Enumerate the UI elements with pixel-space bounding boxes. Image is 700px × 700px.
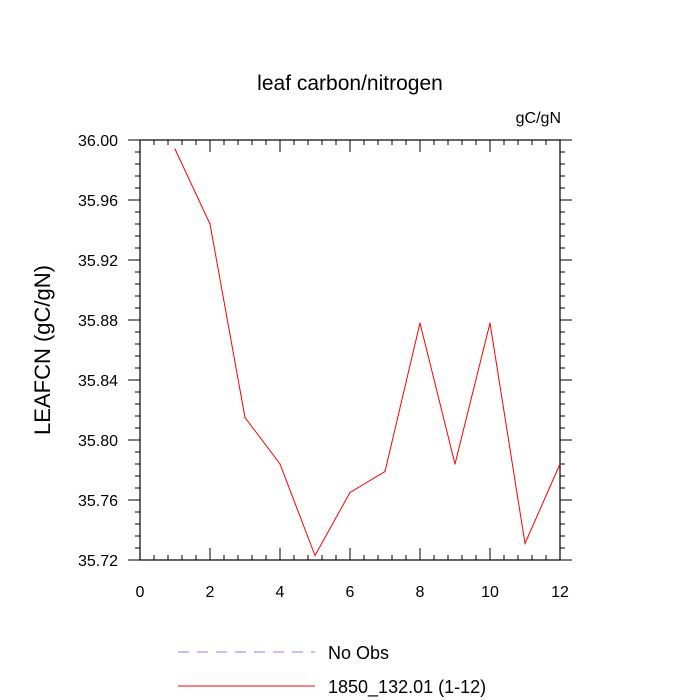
y-tick-label: 36.00 bbox=[78, 133, 118, 150]
x-tick-label: 6 bbox=[346, 584, 355, 601]
y-tick-label: 35.88 bbox=[78, 313, 118, 330]
data-point bbox=[384, 470, 386, 473]
data-point bbox=[174, 148, 176, 150]
units-label: gC/gN bbox=[516, 110, 561, 127]
chart-title: leaf carbon/nitrogen bbox=[257, 72, 443, 95]
plot-frame bbox=[139, 139, 561, 561]
data-point bbox=[419, 322, 421, 324]
data-point bbox=[524, 542, 526, 545]
data-point bbox=[279, 463, 281, 465]
y-tick-label: 35.72 bbox=[78, 553, 118, 570]
series-line bbox=[174, 148, 561, 557]
data-point bbox=[244, 416, 246, 419]
y-axis-label: LEAFCN (gC/gN) bbox=[30, 265, 55, 435]
y-tick-label: 35.92 bbox=[78, 253, 118, 270]
y-tick-label: 35.80 bbox=[78, 433, 118, 450]
legend-label: No Obs bbox=[328, 643, 389, 663]
data-point bbox=[454, 463, 456, 465]
data-point bbox=[314, 554, 316, 557]
data-point bbox=[489, 322, 491, 324]
x-tick-label: 12 bbox=[551, 584, 569, 601]
data-point bbox=[209, 223, 211, 225]
legend-label: 1850_132.01 (1-12) bbox=[328, 677, 486, 698]
y-tick-label: 35.84 bbox=[78, 373, 118, 390]
data-point bbox=[559, 463, 561, 465]
x-tick-label: 10 bbox=[481, 584, 499, 601]
x-tick-label: 2 bbox=[206, 584, 215, 601]
y-tick-label: 35.96 bbox=[78, 193, 118, 210]
x-tick-label: 4 bbox=[276, 584, 285, 601]
y-tick-label: 35.76 bbox=[78, 493, 118, 510]
x-tick-label: 0 bbox=[136, 584, 145, 601]
data-point bbox=[349, 491, 351, 494]
x-tick-label: 8 bbox=[416, 584, 425, 601]
